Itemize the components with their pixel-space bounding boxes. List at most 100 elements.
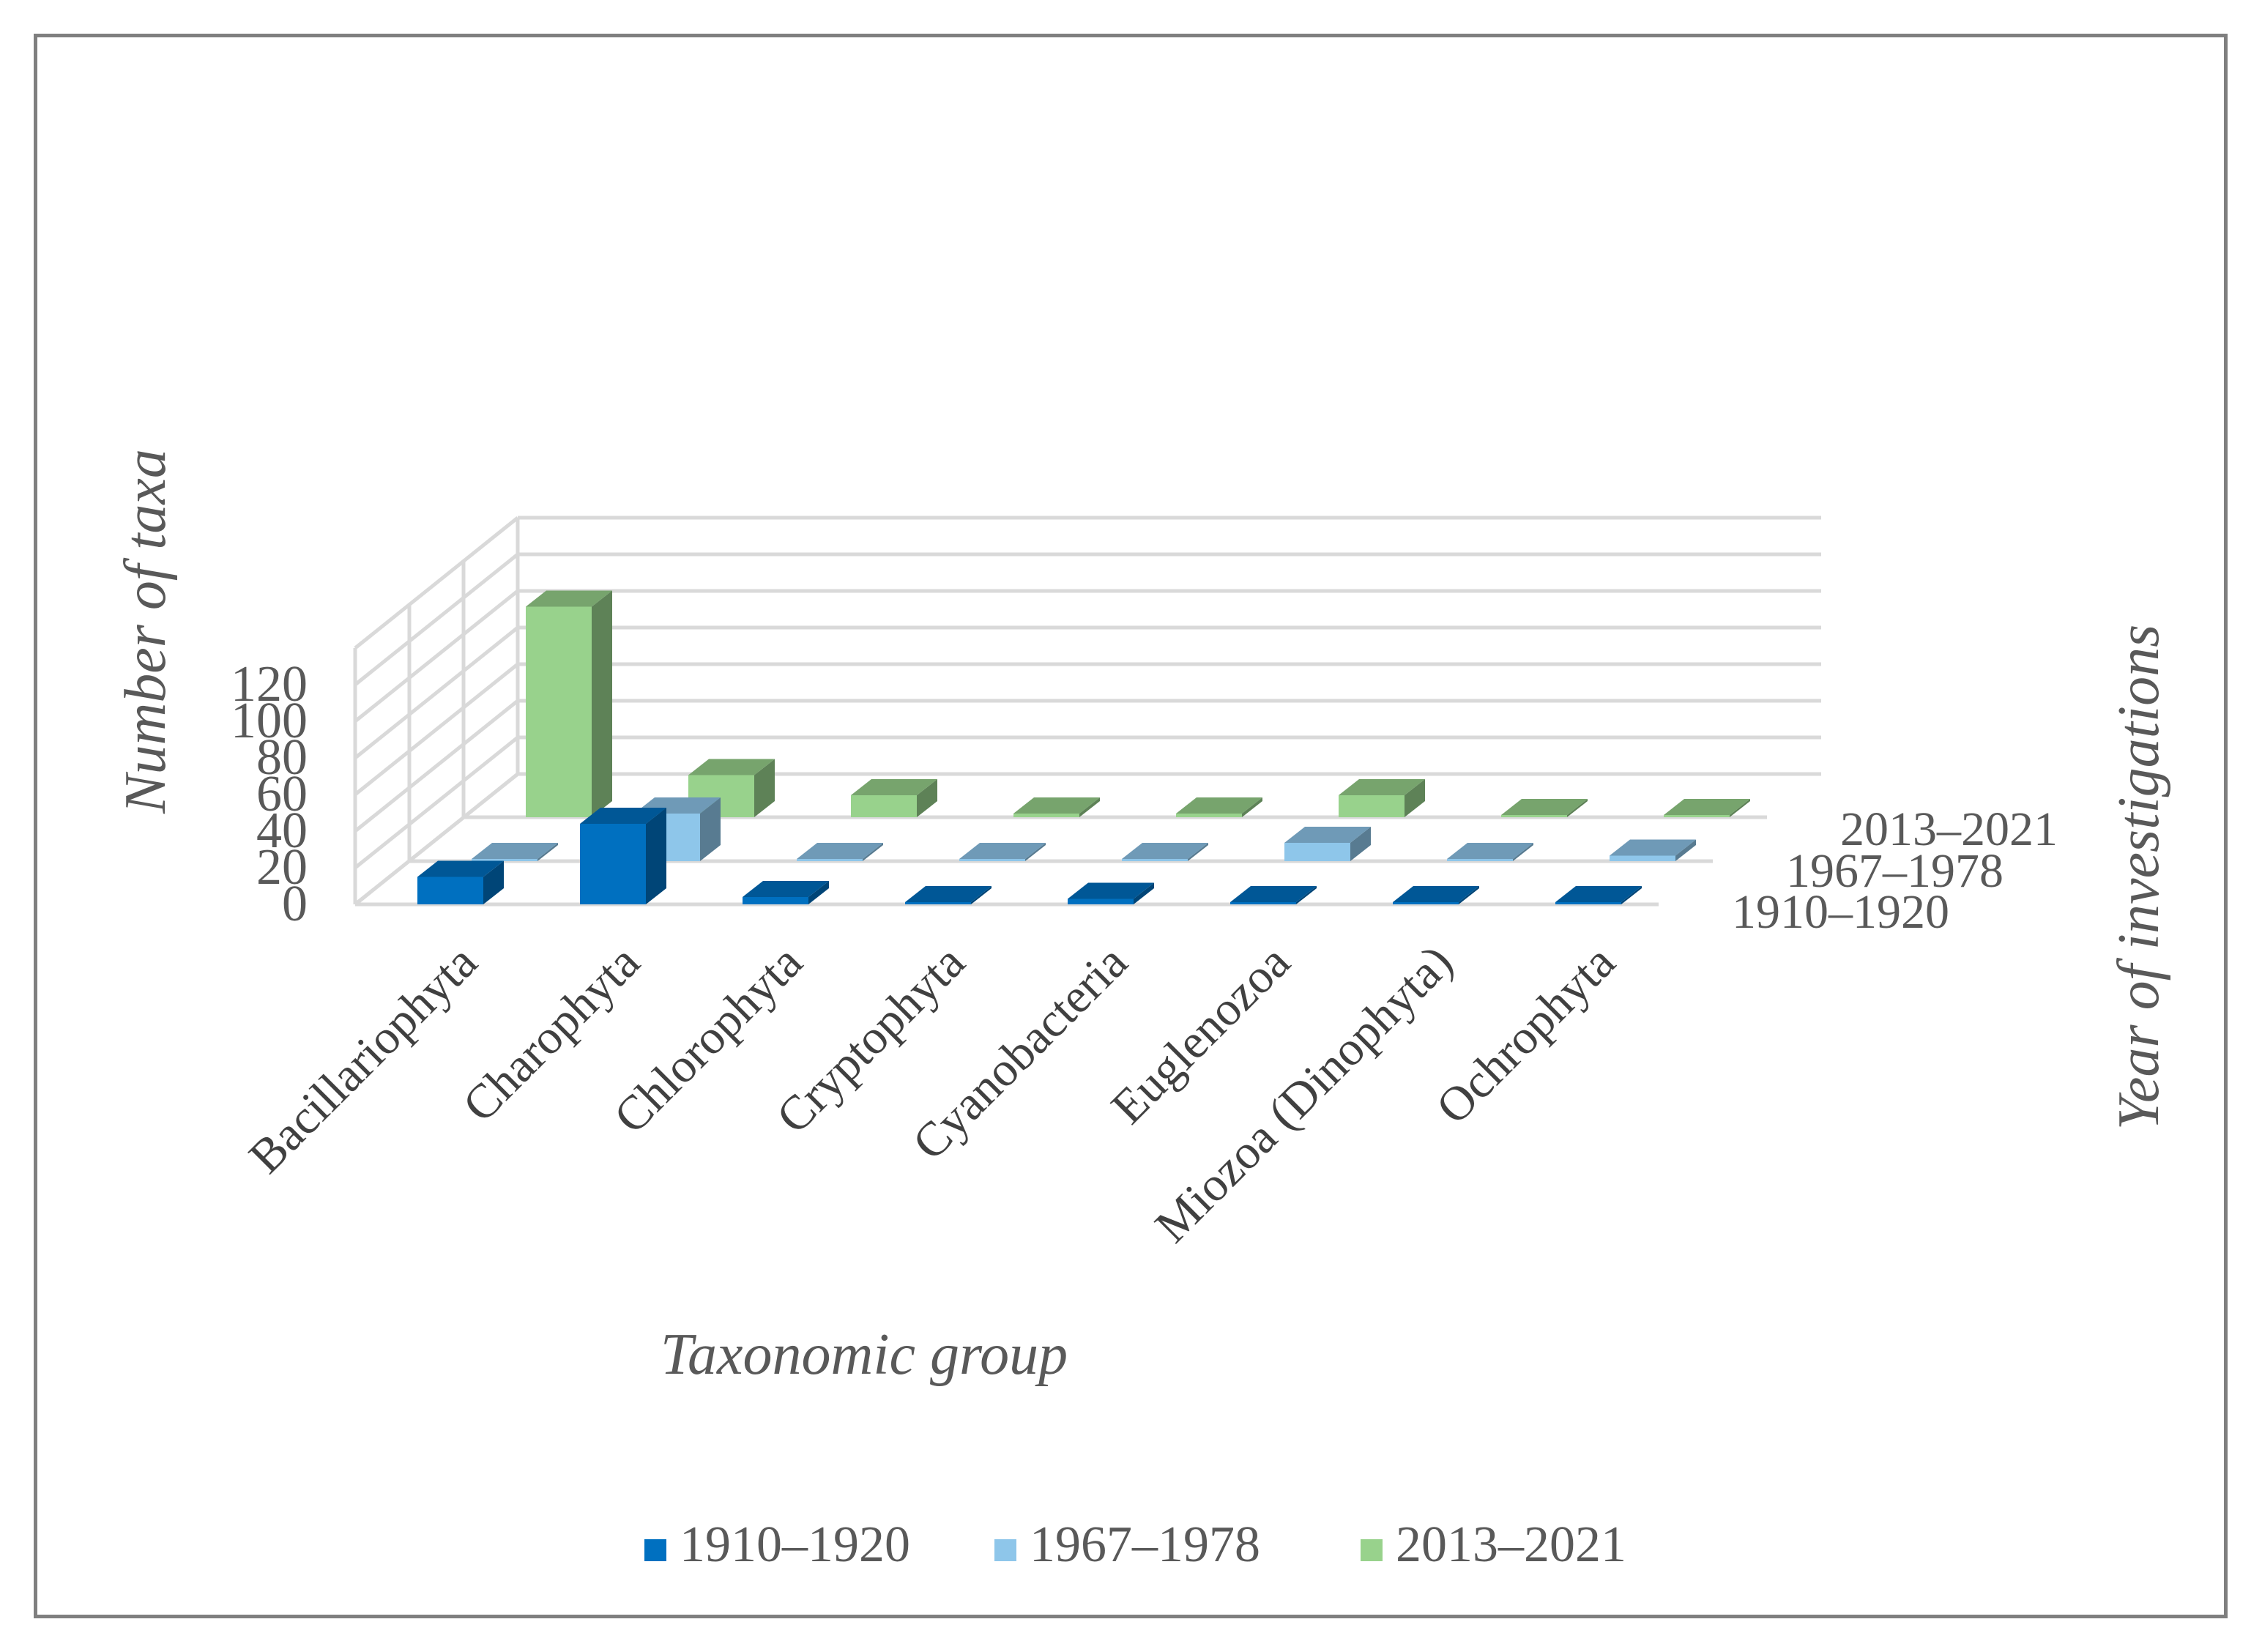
bar-front: [1339, 795, 1405, 817]
legend-label: 2013–2021: [1396, 1517, 1626, 1573]
bar-front: [851, 795, 917, 817]
bar-side: [700, 797, 721, 861]
bar: [526, 590, 612, 817]
legend-label: 1910–1920: [680, 1517, 910, 1573]
legend-label: 1967–1978: [1030, 1517, 1260, 1573]
bar: [1122, 843, 1208, 861]
bar-side: [1730, 799, 1750, 817]
side-wall-gridline: [354, 736, 519, 869]
bar-front: [1284, 843, 1350, 861]
depth-axis-title: Year of investigations: [2107, 625, 2171, 1130]
bar-side: [1350, 827, 1371, 861]
bar-marks: [417, 590, 1750, 904]
bar-top: [1176, 797, 1262, 814]
bar-front: [526, 606, 592, 817]
y-tick-label: 20: [256, 839, 308, 896]
bar-front: [417, 877, 483, 904]
legend-item: 1910–1920: [644, 1517, 910, 1573]
bar-top: [1230, 886, 1317, 902]
bar: [1610, 839, 1696, 861]
side-wall-gridline: [354, 663, 519, 796]
bar-top: [1447, 843, 1533, 859]
bar-front: [743, 897, 808, 904]
bar-side: [971, 886, 992, 904]
bar-front: [1068, 898, 1134, 904]
side-wall-gridline: [354, 553, 519, 686]
category-label: Miozoa (Dinophyta): [1145, 935, 1463, 1253]
bar-top: [1013, 797, 1100, 814]
bar-top: [1284, 827, 1371, 843]
bar-front: [905, 902, 971, 904]
bar-top: [1501, 799, 1588, 815]
bar: [743, 881, 829, 904]
legend-swatch: [1361, 1539, 1383, 1561]
bar-top: [1122, 843, 1208, 859]
bar-top: [905, 886, 992, 902]
bar-front: [1501, 815, 1567, 817]
bar-side: [754, 759, 775, 817]
bar: [1501, 799, 1588, 817]
bar-side: [1459, 886, 1479, 904]
bar-front: [580, 824, 646, 904]
bar: [1013, 797, 1100, 817]
category-label: Ochrophyta: [1426, 935, 1626, 1134]
bar: [905, 886, 992, 904]
bar-front: [1122, 859, 1188, 861]
bar-front: [1013, 814, 1079, 817]
bar: [1176, 797, 1262, 817]
bar-front: [1230, 902, 1296, 904]
x-axis-title: Taxonomic group: [661, 1322, 1068, 1387]
bar-top: [1555, 886, 1642, 902]
side-wall-gridline: [354, 626, 519, 759]
bar-top: [580, 808, 666, 824]
bar-top: [1068, 882, 1154, 899]
legend-item: 2013–2021: [1361, 1517, 1626, 1573]
bar-top: [472, 843, 558, 859]
gridlines: [353, 516, 1821, 907]
bar-side: [1567, 799, 1588, 817]
bar-side: [808, 881, 829, 904]
bar-side: [592, 590, 612, 817]
bar: [959, 843, 1046, 861]
bar-side: [917, 779, 937, 817]
depth-axis-label: 1910–1920: [1732, 885, 1949, 939]
legend: 1910–1920 1967–1978 2013–2021: [644, 1517, 1626, 1573]
bar-front: [1393, 902, 1459, 904]
bar: [688, 759, 775, 817]
bar: [1230, 886, 1317, 904]
bar-front: [959, 859, 1025, 861]
bar: [417, 860, 504, 904]
bar-side: [483, 860, 504, 904]
bar: [1393, 886, 1479, 904]
category-labels: BacillariophytaCharophytaChlorophytaCryp…: [239, 935, 1625, 1253]
bar-side: [1513, 843, 1533, 861]
side-wall-gridline: [354, 516, 519, 650]
floor-edge: [354, 773, 519, 906]
bar-top: [526, 590, 612, 607]
bar-front: [1610, 855, 1675, 861]
bar-side: [1242, 797, 1262, 817]
bar-top: [417, 860, 504, 877]
bar-side: [646, 808, 666, 904]
bar: [1555, 886, 1642, 904]
bar-front: [797, 859, 863, 861]
bar-front: [1447, 859, 1513, 861]
bar-top: [1664, 799, 1750, 815]
legend-item: 1967–1978: [994, 1517, 1260, 1573]
bar-top: [851, 779, 937, 795]
bar-side: [1079, 797, 1100, 817]
bar-side: [537, 843, 558, 861]
bar-side: [1405, 779, 1425, 817]
legend-swatch: [644, 1539, 666, 1561]
y-tick-label: 60: [256, 766, 308, 822]
bar: [851, 779, 937, 817]
bar-side: [1675, 839, 1696, 861]
chart-frame: [34, 34, 2228, 1618]
bar: [1447, 843, 1533, 861]
bar-front: [472, 859, 537, 861]
bar: [1339, 779, 1425, 817]
category-label: Bacillariophyta: [239, 935, 487, 1183]
